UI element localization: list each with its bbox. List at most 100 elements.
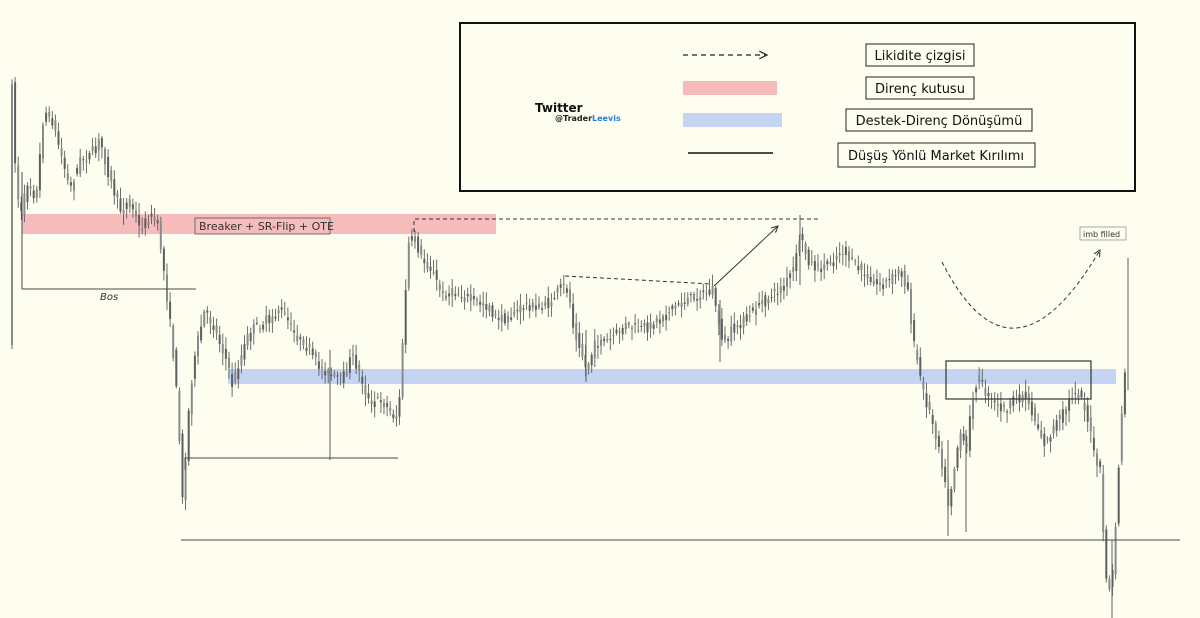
candle-body	[789, 273, 792, 278]
candle-body	[379, 400, 382, 403]
candle-body	[742, 316, 745, 328]
candle-body	[457, 293, 460, 295]
candle-body	[612, 335, 615, 337]
candle-body	[941, 449, 943, 469]
candle-body	[482, 302, 485, 306]
candle-body	[445, 295, 447, 299]
candle-body	[271, 316, 274, 324]
candle-body	[944, 466, 947, 482]
candle-body	[265, 315, 268, 325]
candle-body	[671, 305, 674, 310]
candle-body	[97, 139, 100, 151]
candle-body	[54, 120, 57, 131]
legend-label-resistance: Direnç kutusu	[875, 82, 965, 97]
candle-body	[274, 316, 277, 319]
candle-body	[131, 204, 134, 210]
bos-line	[21, 172, 196, 290]
candlesticks	[11, 77, 1129, 618]
candle-body	[262, 324, 265, 330]
candle-body	[355, 355, 358, 369]
candle-body	[813, 261, 816, 271]
candle-body	[972, 400, 974, 420]
candle-body	[224, 348, 227, 359]
candle-body	[854, 261, 857, 263]
candle-body	[640, 326, 643, 327]
candle-body	[339, 374, 342, 376]
candle-body	[116, 192, 119, 198]
candle-body	[228, 357, 230, 368]
candle-body	[968, 416, 971, 451]
candle-body	[627, 323, 630, 325]
candle-body	[773, 289, 776, 292]
candle-body	[863, 274, 866, 276]
candle-body	[48, 112, 51, 117]
candle-body	[1074, 393, 1077, 395]
candle-body	[166, 274, 168, 302]
sr-flip-box	[228, 369, 1116, 384]
candle-body	[596, 346, 599, 348]
candle-body	[184, 461, 187, 501]
candle-body	[569, 289, 571, 303]
candle-body	[178, 391, 181, 441]
candle-body	[172, 326, 175, 358]
candle-body	[330, 374, 333, 376]
candle-body	[441, 291, 444, 293]
candle-body	[655, 318, 658, 323]
candle-body	[748, 315, 751, 317]
candle-body	[562, 284, 565, 285]
red-swatch-icon	[683, 81, 777, 95]
candle-body	[1043, 433, 1046, 446]
candle-body	[407, 242, 410, 288]
range-box	[945, 360, 1092, 400]
candle-body	[252, 324, 255, 334]
candle-body	[500, 314, 503, 322]
candle-body	[237, 368, 240, 380]
resistance-label-box	[194, 217, 331, 235]
candle-body	[150, 213, 153, 217]
candle-body	[147, 221, 150, 225]
candle-body	[73, 181, 75, 191]
candle-body	[764, 295, 767, 307]
candle-body	[94, 146, 97, 154]
candle-body	[503, 313, 506, 324]
candle-body	[404, 290, 407, 345]
candle-body	[1061, 409, 1064, 423]
candle-body	[720, 318, 723, 340]
legend-label-box-3	[845, 108, 1033, 132]
candle-body	[138, 215, 141, 226]
candle-body	[76, 167, 79, 174]
candle-body	[550, 302, 553, 307]
candle-body	[1068, 399, 1071, 411]
candle-body	[795, 253, 798, 271]
candle-body	[603, 338, 606, 342]
candle-body	[922, 381, 925, 389]
candle-body	[513, 311, 516, 315]
candle-body	[51, 118, 54, 126]
candle-body	[624, 323, 627, 330]
candle-body	[590, 354, 593, 366]
candle-body	[875, 279, 878, 285]
candle-body	[538, 303, 540, 308]
candle-body	[23, 193, 26, 216]
candle-body	[1055, 420, 1058, 431]
candle-body	[240, 355, 243, 366]
candle-body	[345, 372, 348, 375]
candle-body	[268, 314, 271, 324]
liquidity-line-top	[413, 218, 820, 232]
candle-body	[370, 400, 373, 405]
legend-label-flip: Destek-Direnç Dönüşümü	[856, 114, 1023, 129]
candle-body	[652, 324, 655, 329]
candle-body	[472, 296, 475, 300]
candle-body	[255, 322, 258, 324]
candle-body	[860, 263, 863, 271]
candle-body	[699, 297, 702, 301]
candle-body	[348, 357, 351, 373]
candle-body	[364, 385, 367, 395]
candle-body	[665, 314, 668, 321]
imbalance-label: imb filled	[1083, 230, 1120, 239]
candle-body	[953, 469, 956, 490]
candle-body	[984, 388, 987, 396]
candle-body	[996, 404, 999, 406]
candle-body	[820, 268, 823, 272]
candle-body	[572, 303, 575, 328]
